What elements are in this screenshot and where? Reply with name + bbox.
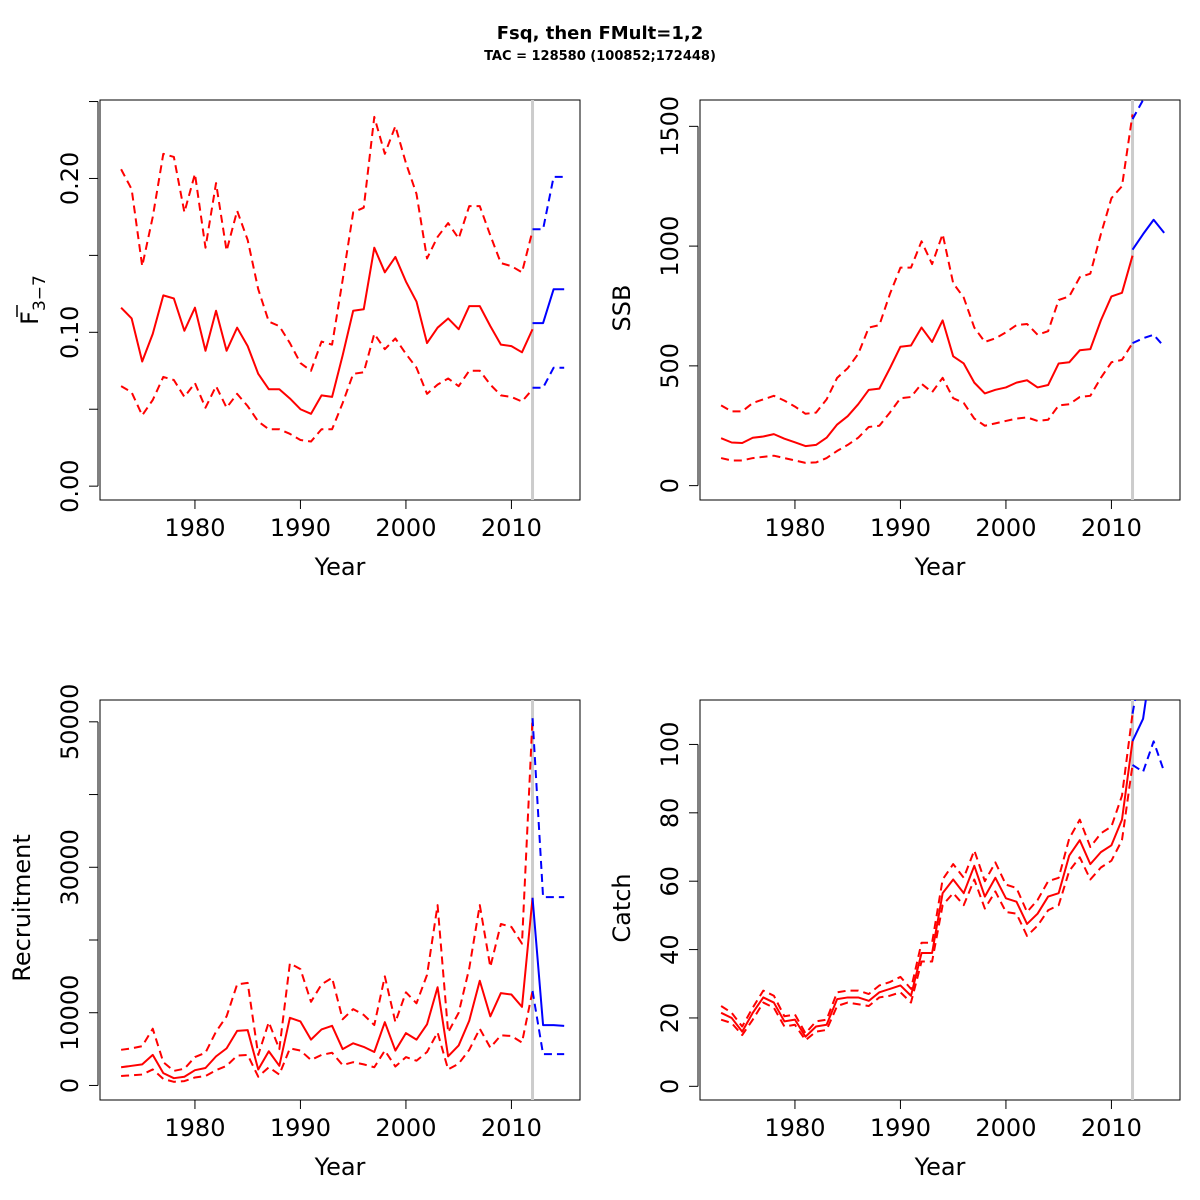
historic-upper-line <box>720 713 1134 1035</box>
x-axis-label: Year <box>914 1153 966 1181</box>
x-tick-label: 1980 <box>164 514 225 542</box>
y-tick-label: 1000 <box>656 216 684 277</box>
y-tick-label: 0.20 <box>56 152 84 205</box>
series-group <box>720 700 1166 1100</box>
y-tick-label: 60 <box>656 866 684 897</box>
x-tick-label: 2000 <box>375 514 436 542</box>
y-tick-label: 10000 <box>56 975 84 1051</box>
historic-upper-line <box>120 115 534 372</box>
x-tick-label: 1980 <box>164 1114 225 1142</box>
historic-lower-line <box>720 764 1134 1042</box>
historic-lower-line <box>121 990 534 1083</box>
series-group <box>120 700 565 1100</box>
y-tick-label: 50000 <box>56 684 84 760</box>
plot-frame <box>699 699 1181 1101</box>
x-tick-label: 1980 <box>764 514 825 542</box>
x-tick-label: 1990 <box>870 1114 931 1142</box>
x-tick-label: 1990 <box>270 1114 331 1142</box>
y-axis-label-main: F <box>16 311 44 325</box>
y-tick-label: 1500 <box>656 96 684 157</box>
series-group <box>720 100 1165 500</box>
y-axis-label: Catch <box>608 873 636 942</box>
x-axis-label: Year <box>314 1153 366 1181</box>
x-tick-label: 2010 <box>481 1114 542 1142</box>
forecast-median-line <box>531 897 565 1027</box>
y-axis-label: SSB <box>608 285 636 332</box>
y-tick-label: 0.00 <box>56 459 84 512</box>
y-axis-label: F3−7 <box>16 275 50 325</box>
y-tick-label: 80 <box>656 798 684 829</box>
x-tick-label: 1990 <box>270 514 331 542</box>
historic-lower-line <box>720 342 1134 464</box>
historic-median-line <box>120 246 534 415</box>
plot-frame <box>99 699 581 1101</box>
y-tick-label: 500 <box>656 343 684 389</box>
historic-median-line <box>720 255 1134 448</box>
historic-lower-line <box>120 332 534 443</box>
y-axis-label: Recruitment <box>8 834 36 981</box>
y-tick-label: 20 <box>656 1003 684 1034</box>
y-axis-label-sub: 3−7 <box>30 275 50 311</box>
historic-median-line <box>720 740 1134 1038</box>
forecast-lower-line <box>1132 333 1165 348</box>
x-tick-label: 1980 <box>764 1114 825 1142</box>
panels-group: 1980 1990 2000 2010Year0.000.100.20F3−71980… <box>8 96 1181 1181</box>
x-tick-label: 2000 <box>975 514 1036 542</box>
historic-median-line <box>120 897 534 1080</box>
forecast-lower-line <box>1131 740 1166 773</box>
forecast-median-line <box>1131 218 1165 251</box>
historic-upper-line <box>120 718 534 1072</box>
y-tick-label: 100 <box>656 722 684 768</box>
x-tick-label: 2000 <box>975 1114 1036 1142</box>
series-group <box>120 100 565 500</box>
y-tick-label: 30000 <box>56 829 84 905</box>
x-tick-label: 2010 <box>1081 514 1142 542</box>
forecast-upper-line <box>532 175 565 231</box>
svg-text:F3−7: F3−7 <box>16 275 50 325</box>
forecast-upper-line <box>1131 100 1145 120</box>
y-tick-label: 0 <box>56 1078 84 1093</box>
y-tick-label: 0.10 <box>56 306 84 359</box>
forecast-lower-line <box>531 990 565 1056</box>
y-tick-label: 0 <box>656 1079 684 1094</box>
y-tick-label: 40 <box>656 934 684 965</box>
forecast-upper-line <box>531 718 565 899</box>
x-tick-label: 1990 <box>870 514 931 542</box>
figure-subtitle: TAC = 128580 (100852;172448) <box>484 49 716 64</box>
x-tick-label: 2010 <box>1081 1114 1142 1142</box>
x-tick-label: 2010 <box>481 514 542 542</box>
forecast-lower-line <box>532 366 565 389</box>
panel-recruitment: 1980 1990 2000 2010 Year 0 10000 30000 50000 Recr… <box>8 684 581 1181</box>
plot-frame <box>699 99 1181 501</box>
figure-title: Fsq, then FMult=1,2 <box>497 23 703 44</box>
panel-catch: 1980 1990 2000 2010 Year 0 20 40 60 80 100 Catch <box>608 699 1181 1181</box>
plot-frame <box>99 99 581 501</box>
panel-f: 1980 1990 2000 2010 Year 0.00 0.10 0.20 F3−7 <box>16 99 581 581</box>
x-tick-label: 2000 <box>375 1114 436 1142</box>
x-axis-label: Year <box>914 553 966 581</box>
y-tick-label: 0 <box>656 478 684 493</box>
x-axis-label: Year <box>314 553 366 581</box>
forecast-upper-line <box>1131 700 1137 714</box>
forecast-median-line <box>1131 700 1147 742</box>
historic-upper-line <box>720 114 1134 415</box>
forecast-median-line <box>532 288 565 325</box>
panel-ssb: 1980 1990 2000 2010 Year 0 500 1000 1500 SSB <box>608 96 1181 581</box>
